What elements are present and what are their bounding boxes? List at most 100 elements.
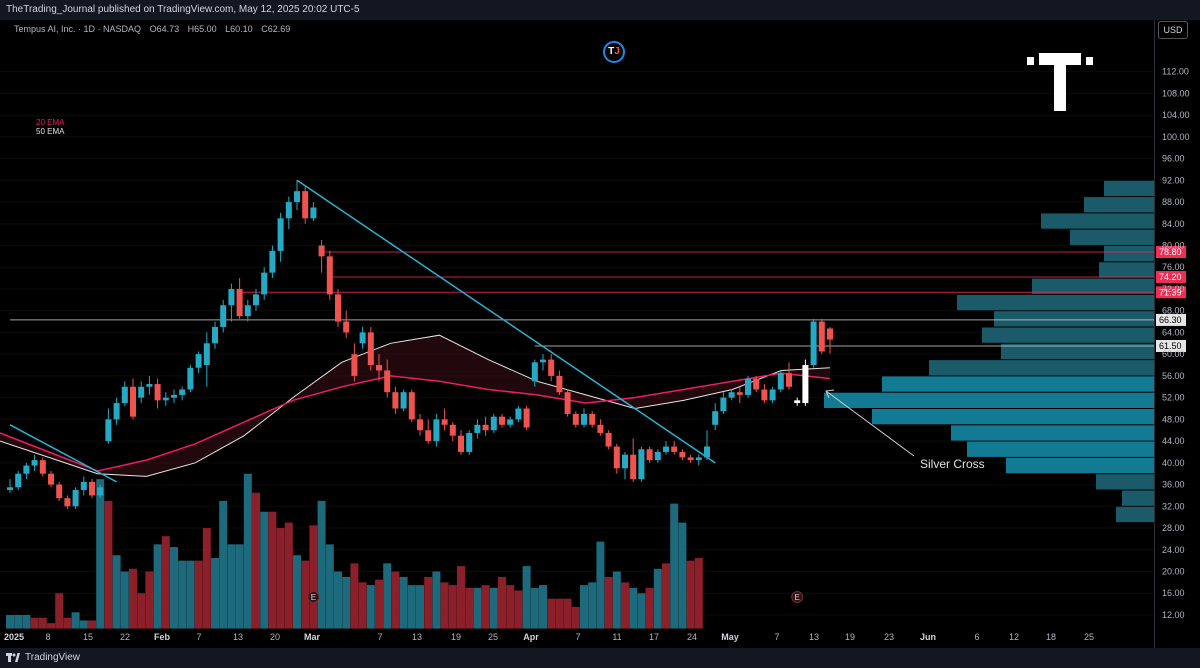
candle-body bbox=[89, 481, 95, 496]
candle-body bbox=[146, 384, 153, 387]
x-tick-label: 13 bbox=[412, 632, 422, 642]
volume-bar bbox=[473, 587, 482, 629]
candle-body bbox=[376, 365, 382, 371]
volume-bar bbox=[260, 511, 269, 629]
x-tick-label: Feb bbox=[154, 632, 171, 642]
candle-body bbox=[687, 457, 694, 461]
candle-body bbox=[654, 451, 661, 461]
x-tick-label: 25 bbox=[1084, 632, 1094, 642]
x-tick-label: 15 bbox=[83, 632, 93, 642]
candle-body bbox=[515, 408, 522, 420]
volume-profile-row bbox=[951, 425, 1154, 441]
author-logo: TJ bbox=[603, 41, 625, 63]
candle-body bbox=[56, 484, 63, 499]
candles bbox=[7, 180, 833, 510]
candle-body bbox=[794, 400, 801, 404]
silver-cross-label: Silver Cross bbox=[920, 457, 985, 471]
y-tick-label: 40.00 bbox=[1162, 458, 1185, 468]
candle-body bbox=[400, 392, 407, 409]
volume-profile-row bbox=[994, 311, 1154, 327]
volume-bar bbox=[120, 571, 129, 629]
candle-body bbox=[343, 321, 350, 333]
candle-body bbox=[745, 378, 751, 395]
volume-bar bbox=[530, 587, 539, 629]
volume-bar bbox=[555, 598, 564, 629]
volume-bar bbox=[194, 560, 203, 629]
candle-body bbox=[474, 424, 481, 433]
volume-bar bbox=[358, 582, 367, 629]
candle-body bbox=[80, 481, 87, 491]
x-tick-label: 22 bbox=[120, 632, 130, 642]
candle-body bbox=[15, 473, 22, 488]
legend-ema20[interactable]: 20 EMA bbox=[36, 118, 65, 127]
x-tick-label: May bbox=[721, 632, 739, 642]
currency-button[interactable]: USD bbox=[1158, 21, 1188, 39]
candle-body bbox=[318, 245, 325, 257]
tradingview-logo[interactable]: TradingView bbox=[6, 652, 80, 663]
volume-bar bbox=[424, 576, 433, 629]
x-tick-label: 24 bbox=[687, 632, 697, 642]
x-tick-label: 25 bbox=[488, 632, 498, 642]
trendlines bbox=[9, 179, 716, 483]
volume-bar bbox=[137, 593, 146, 629]
ema-cloud bbox=[0, 334, 831, 477]
y-tick-label: 44.00 bbox=[1162, 436, 1185, 446]
volume-bar bbox=[235, 544, 244, 629]
candle-body bbox=[64, 498, 71, 507]
candle-body bbox=[195, 354, 202, 368]
level-tag: 78.80 bbox=[1156, 246, 1186, 259]
x-tick-label: 7 bbox=[774, 632, 779, 642]
candle-body bbox=[277, 218, 284, 251]
level-tag-label: 61.50 bbox=[1159, 341, 1182, 351]
silver-cross-arrowhead bbox=[825, 389, 835, 399]
volume-bar bbox=[211, 557, 219, 629]
volume-bar bbox=[219, 500, 228, 629]
level-tag-bg bbox=[1156, 271, 1186, 284]
volume-bar bbox=[276, 528, 285, 629]
candle-body bbox=[384, 370, 391, 393]
candle-body bbox=[392, 392, 399, 409]
candle-body bbox=[531, 362, 538, 382]
volume-bar bbox=[186, 560, 195, 629]
y-tick-label: 52.00 bbox=[1162, 393, 1185, 403]
silver-cross-arrow-line bbox=[825, 390, 915, 457]
volume-bar bbox=[268, 511, 277, 629]
candle-body bbox=[663, 446, 669, 452]
candle-body bbox=[630, 454, 637, 480]
candle-body bbox=[72, 490, 79, 507]
y-tick-label: 56.00 bbox=[1162, 371, 1185, 381]
volume-bar bbox=[465, 587, 474, 629]
candle-body bbox=[236, 288, 243, 317]
volume-bar bbox=[686, 560, 695, 629]
candle-body bbox=[704, 446, 710, 458]
candle-body bbox=[540, 359, 546, 363]
y-tick-label: 60.00 bbox=[1162, 349, 1185, 359]
level-tag: 66.30 bbox=[1156, 313, 1186, 326]
x-tick-label: 13 bbox=[233, 632, 243, 642]
x-tick-label: 19 bbox=[451, 632, 461, 642]
volume-profile-row bbox=[1070, 229, 1154, 245]
volume-bar bbox=[391, 571, 400, 629]
volume-profile-row bbox=[957, 294, 1154, 311]
level-tag-bg bbox=[1156, 340, 1186, 353]
candle-body bbox=[138, 386, 145, 398]
candle-body bbox=[269, 250, 276, 273]
x-tick-label: 7 bbox=[575, 632, 580, 642]
candle-body bbox=[228, 288, 235, 306]
volume-bar bbox=[145, 571, 154, 629]
volume-profile-row bbox=[982, 327, 1154, 343]
level-tag-bg bbox=[1156, 313, 1186, 326]
volume-bar bbox=[604, 576, 613, 629]
volume-bar bbox=[38, 617, 47, 629]
volume-bar bbox=[227, 544, 236, 629]
candle-body bbox=[523, 408, 530, 428]
y-tick-label: 12.00 bbox=[1162, 610, 1185, 620]
time-axis: 2025 8 15 22 Feb 7 13 20 Mar 7 13 19 25 Apr 7 11 17 24 May… bbox=[4, 632, 1094, 642]
volume-profile-row bbox=[1041, 213, 1154, 229]
volume-bar bbox=[170, 547, 178, 629]
legend-ema50[interactable]: 50 EMA bbox=[36, 127, 65, 136]
price-levels: 78.80 74.20 71.39 66.30 61.50 bbox=[10, 246, 1186, 353]
y-tick-label: 80.00 bbox=[1162, 240, 1185, 250]
candle-body bbox=[769, 389, 776, 401]
